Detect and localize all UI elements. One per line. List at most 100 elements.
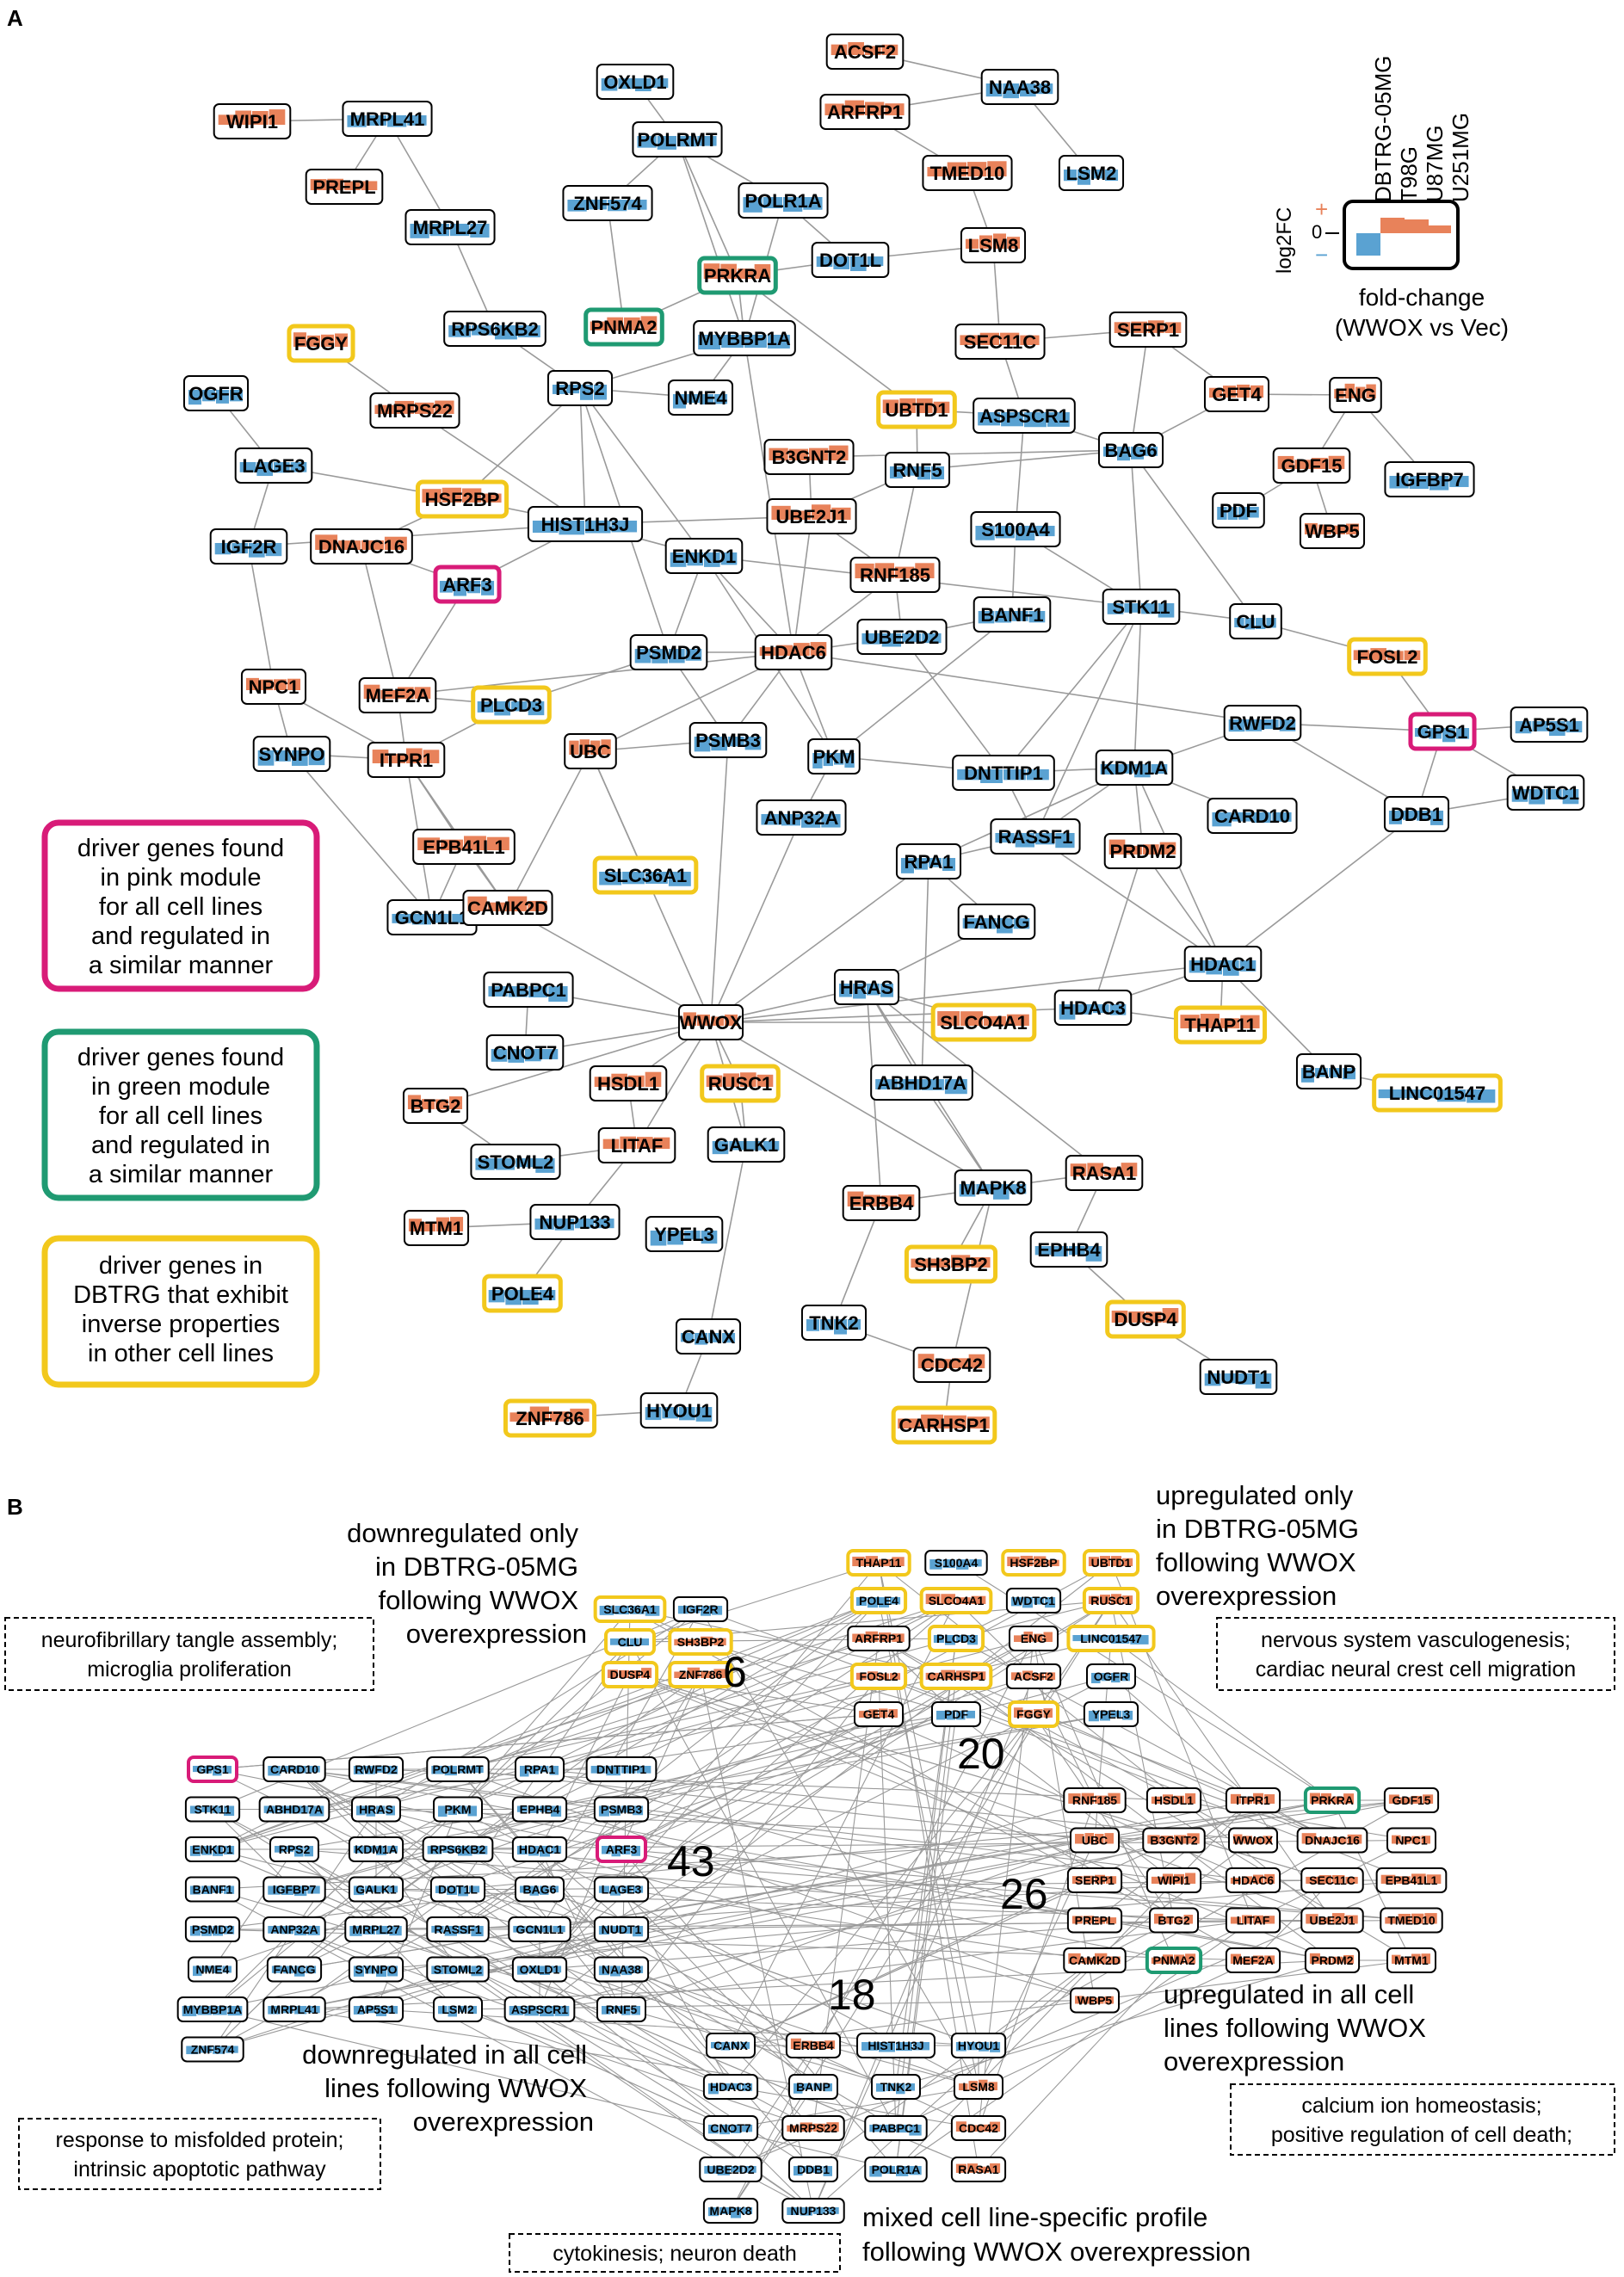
a-fc-bar: [599, 872, 622, 886]
b-node-lsm2: LSM2: [433, 1996, 483, 2022]
b-fc-bar: [633, 1805, 644, 1816]
b-fc-bar: [933, 1635, 944, 1644]
a-fc-bar: [1250, 385, 1264, 398]
b-node-label: DNAJC16: [1305, 1834, 1360, 1848]
edge-dnajc16-mef2a: [361, 546, 398, 696]
a-node-npc1: NPC1: [240, 669, 307, 705]
a-node-slco4a1: SLCO4A1: [930, 1003, 1037, 1042]
b-fc-bar: [713, 1669, 726, 1678]
a-fc-bar: [415, 402, 435, 414]
b-fc-bar: [1088, 1557, 1099, 1566]
a-fc-bar: [306, 335, 320, 347]
a-fc-bar: [1239, 960, 1257, 972]
b-fc-bar: [1301, 1833, 1317, 1844]
b-node-ap5s1: AP5S1: [348, 1996, 404, 2022]
b-fc-bar: [186, 2046, 199, 2055]
b-fc-bar: [540, 1805, 551, 1812]
a-fc-bar: [1549, 721, 1565, 737]
a-node-arfrp1: ARFRP1: [819, 94, 911, 130]
a-fc-bar: [394, 400, 414, 414]
b-node-prdm2: PRDM2: [1304, 1947, 1361, 1973]
b-node-fancg: FANCG: [266, 1956, 323, 1983]
b-fc-bar: [896, 2166, 909, 2176]
a-fc-bar: [667, 1231, 683, 1245]
a-node-wwox: WWOX: [677, 1004, 744, 1040]
a-fc-bar: [259, 679, 273, 690]
legend-yellow-line2: DBTRG that exhibit: [73, 1281, 288, 1309]
b-node-epb41l1: EPB41L1: [1375, 1867, 1448, 1893]
a-fc-bar: [1013, 918, 1030, 929]
a-fc-bar: [810, 642, 827, 656]
legend-pink-line5: a similar manner: [89, 952, 274, 979]
a-fc-bar: [389, 753, 405, 763]
a-fc-bar: [889, 466, 903, 478]
b-fc-bar: [879, 1708, 888, 1718]
b-fc-bar: [213, 1885, 224, 1893]
a-node-card10: CARD10: [1207, 798, 1298, 834]
a-fc-bar: [1000, 332, 1020, 345]
a-fc-bar: [594, 1077, 611, 1087]
a-fc-bar: [1104, 1167, 1121, 1176]
a-node-label: MAPK8: [960, 1177, 1026, 1199]
b-node-igf2r: IGF2R: [672, 1596, 729, 1622]
b-node-label: EPB41L1: [1386, 1873, 1438, 1887]
b-node-label: LITAF: [1237, 1914, 1270, 1928]
edge-slco4a1-rassf1: [457, 1600, 957, 1930]
a-node-label: NUDT1: [1207, 1367, 1269, 1388]
a-fc-bar: [1300, 1068, 1314, 1083]
b-fc-bar: [803, 2083, 812, 2090]
b-fc-bar: [1151, 1796, 1162, 1804]
a-fc-bar: [1442, 728, 1456, 743]
edge-dot1l-gps1: [212, 1768, 459, 1890]
a-fc-bar: [601, 78, 618, 91]
b-fc-bar: [630, 1606, 645, 1614]
a-node-label: ABHD17A: [877, 1072, 966, 1094]
a-fc-bar: [532, 521, 559, 534]
a-fc-bar: [703, 263, 720, 279]
a-node-znf786: ZNF786: [503, 1398, 597, 1438]
a-fc-bar: [1070, 1163, 1087, 1176]
b-fc-bar: [1320, 1793, 1331, 1804]
a-node-label: STK11: [1112, 596, 1170, 618]
fc-cell-line-4: U251MG: [1448, 113, 1473, 202]
a-fc-bar: [743, 197, 763, 213]
b-node-label: HDAC6: [1232, 1873, 1274, 1887]
a-fc-bar: [249, 543, 265, 558]
a-fc-bar: [1200, 1014, 1220, 1028]
a-fc-bar: [290, 462, 307, 472]
a-fc-bar: [696, 1014, 710, 1026]
legend-pink-line2: in pink module: [101, 864, 262, 892]
a-fc-bar: [1114, 322, 1131, 333]
a-fc-bar: [505, 1290, 522, 1305]
a-node-label: PREPL: [312, 176, 375, 198]
b-fc-bar: [364, 1846, 375, 1853]
a-fc-bar: [321, 334, 335, 347]
a-node-label: ERBB4: [849, 1193, 914, 1214]
b-fc-bar: [879, 2042, 895, 2052]
b-fc-bar: [609, 1805, 621, 1816]
b-fc-bar: [1151, 1876, 1162, 1884]
b-node-eng: ENG: [1009, 1626, 1059, 1651]
edge-wwox-mapk8: [710, 1021, 994, 1188]
b-fc-bar: [966, 2125, 978, 2132]
a-fc-bar: [1055, 833, 1075, 848]
a-fc-bar: [1124, 603, 1140, 613]
a-fc-bar: [1266, 618, 1276, 628]
b-fc-bar: [213, 2006, 227, 2015]
a-node-mrps22: MRPS22: [369, 392, 460, 429]
a-node-label: ITPR1: [380, 750, 433, 771]
b-fc-bar: [1320, 1957, 1331, 1964]
a-node-wipi1: WIPI1: [213, 103, 292, 139]
a-node-label: ENG: [1335, 385, 1376, 406]
b-fc-bar: [1411, 1873, 1426, 1884]
a-fc-bar: [823, 753, 833, 767]
a-fc-bar: [980, 769, 1003, 783]
b-fc-bar: [979, 2166, 990, 2173]
a-node-pnma2: PNMA2: [584, 307, 664, 347]
a-fc-bar: [979, 235, 992, 249]
b-fc-bar: [458, 1846, 472, 1856]
b-fc-bar: [979, 2079, 988, 2090]
a-fc-bar: [965, 238, 979, 249]
edge-fancg-ubc: [293, 1839, 1096, 1971]
a-fc-bar: [529, 1406, 549, 1422]
